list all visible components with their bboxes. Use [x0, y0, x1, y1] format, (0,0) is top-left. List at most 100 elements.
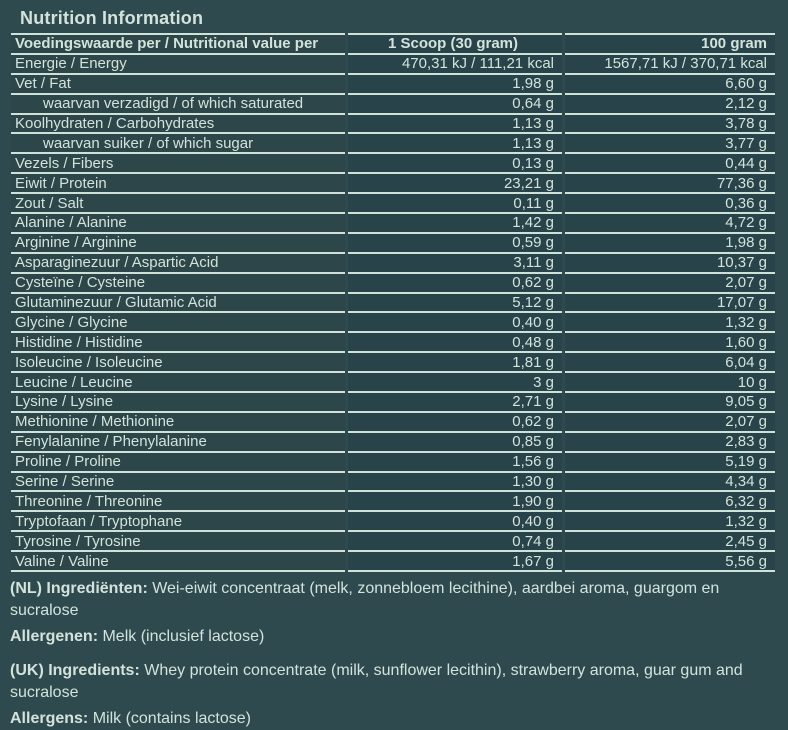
- table-row: Eiwit / Protein 23,21 g 77,36 g: [11, 174, 775, 195]
- label-footer: (NL) Ingrediënten: Wei-eiwit concentraat…: [10, 578, 780, 730]
- row-value-scoop: 0,85 g: [348, 432, 562, 453]
- row-value-scoop: 1,56 g: [348, 452, 562, 473]
- table-row: waarvan suiker / of which sugar 1,13 g 3,7…: [11, 134, 775, 155]
- row-label: Methionine / Methionine: [11, 412, 345, 433]
- row-label: waarvan verzadigd / of which saturated: [11, 94, 345, 115]
- row-value-100gram: 0,36 g: [565, 194, 775, 215]
- row-label: Tryptofaan / Tryptophane: [11, 512, 345, 533]
- row-value-100gram: 2,83 g: [565, 432, 775, 453]
- table-row: Glycine / Glycine 0,40 g 1,32 g: [11, 313, 775, 334]
- table-row: Lysine / Lysine 2,71 g 9,05 g: [11, 393, 775, 413]
- table-row: Serine / Serine 1,30 g 4,34 g: [11, 472, 775, 493]
- row-value-100gram: 1,32 g: [565, 313, 775, 334]
- page-title: Nutrition Information: [20, 8, 204, 28]
- nl-ingredients: (NL) Ingrediënten: Wei-eiwit concentraat…: [10, 578, 780, 622]
- row-label: Fenylalanine / Phenylalanine: [11, 432, 345, 453]
- row-value-scoop: 0,62 g: [348, 273, 562, 294]
- row-value-scoop: 1,90 g: [348, 492, 562, 513]
- uk-allergens: Allergens: Milk (contains lactose): [10, 708, 780, 730]
- row-value-scoop: 1,67 g: [348, 552, 562, 573]
- header-row: Voedingswaarde per / Nutritional value p…: [11, 33, 775, 55]
- table-row: Glutaminezuur / Glutamic Acid 5,12 g 17,07…: [11, 293, 775, 314]
- row-value-100gram: 2,07 g: [565, 412, 775, 433]
- row-value-scoop: 470,31 kJ / 111,21 kcal: [348, 54, 562, 75]
- table-row: Proline / Proline 1,56 g 5,19 g: [11, 452, 775, 473]
- row-label: Vet / Fat: [11, 74, 345, 95]
- uk-ingredients: (UK) Ingredients: Whey protein concentra…: [10, 660, 780, 704]
- row-value-100gram: 1567,71 kJ / 370,71 kcal: [565, 54, 775, 75]
- row-value-scoop: 1,13 g: [348, 134, 562, 155]
- row-value-100gram: 10 g: [565, 373, 775, 394]
- row-label: Asparaginezuur / Aspartic Acid: [11, 253, 345, 274]
- row-label: Serine / Serine: [11, 472, 345, 493]
- row-value-scoop: 1,30 g: [348, 472, 562, 493]
- table-row: Vezels / Fibers 0,13 g 0,44 g: [11, 154, 775, 175]
- row-value-100gram: 3,77 g: [565, 134, 775, 155]
- row-label: Energie / Energy: [11, 54, 345, 75]
- row-label: Eiwit / Protein: [11, 174, 345, 195]
- row-label: Zout / Salt: [11, 194, 345, 215]
- row-label: Tyrosine / Tyrosine: [11, 532, 345, 553]
- row-value-100gram: 77,36 g: [565, 174, 775, 195]
- table-row: Koolhydraten / Carbohydrates 1,13 g 3,78 g: [11, 114, 775, 135]
- row-label: Histidine / Histidine: [11, 333, 345, 354]
- row-value-100gram: 4,34 g: [565, 472, 775, 493]
- row-value-scoop: 0,11 g: [348, 194, 562, 215]
- row-label: Alanine / Alanine: [11, 214, 345, 234]
- row-value-100gram: 17,07 g: [565, 293, 775, 314]
- table-row: Tryptofaan / Tryptophane 0,40 g 1,32 g: [11, 512, 775, 533]
- table-row: Histidine / Histidine 0,48 g 1,60 g: [11, 333, 775, 354]
- table-row: Energie / Energy 470,31 kJ / 111,21 kcal 1…: [11, 54, 775, 75]
- row-value-100gram: 6,04 g: [565, 353, 775, 374]
- table-row: Tyrosine / Tyrosine 0,74 g 2,45 g: [11, 532, 775, 553]
- row-value-100gram: 10,37 g: [565, 253, 775, 274]
- row-label: Glycine / Glycine: [11, 313, 345, 334]
- nutrition-table-body: Energie / Energy 470,31 kJ / 111,21 kcal 1…: [11, 54, 775, 573]
- row-label: Glutaminezuur / Glutamic Acid: [11, 293, 345, 314]
- row-value-100gram: 2,45 g: [565, 532, 775, 553]
- row-value-scoop: 0,13 g: [348, 154, 562, 175]
- row-label: Valine / Valine: [11, 552, 345, 573]
- row-label: Leucine / Leucine: [11, 373, 345, 394]
- nutrition-table-header: Voedingswaarde per / Nutritional value p…: [11, 33, 775, 55]
- uk-allergens-text: Milk (contains lactose): [88, 710, 251, 728]
- nl-info-block: (NL) Ingrediënten: Wei-eiwit concentraat…: [10, 578, 780, 648]
- nl-allergens-text: Melk (inclusief lactose): [98, 628, 265, 646]
- row-value-100gram: 5,19 g: [565, 452, 775, 473]
- row-value-100gram: 0,44 g: [565, 154, 775, 175]
- table-row: Methionine / Methionine 0,62 g 2,07 g: [11, 412, 775, 433]
- row-label: Koolhydraten / Carbohydrates: [11, 114, 345, 135]
- table-row: waarvan verzadigd / of which saturated 0,…: [11, 94, 775, 115]
- header-scoop-column: 1 Scoop (30 gram): [348, 33, 562, 55]
- row-value-100gram: 1,32 g: [565, 512, 775, 533]
- table-row: Cysteïne / Cysteine 0,62 g 2,07 g: [11, 273, 775, 294]
- uk-allergens-label: Allergens:: [10, 710, 89, 728]
- row-label: Proline / Proline: [11, 452, 345, 473]
- header-100gram-column: 100 gram: [565, 33, 775, 55]
- table-row: Isoleucine / Isoleucine 1,81 g 6,04 g: [11, 353, 775, 374]
- row-value-100gram: 9,05 g: [565, 393, 775, 413]
- table-row: Asparaginezuur / Aspartic Acid 3,11 g 10,3…: [11, 253, 775, 274]
- row-label: waarvan suiker / of which sugar: [11, 134, 345, 155]
- row-value-100gram: 1,98 g: [565, 233, 775, 254]
- table-row: Zout / Salt 0,11 g 0,36 g: [11, 194, 775, 215]
- row-value-scoop: 0,40 g: [348, 512, 562, 533]
- row-value-scoop: 5,12 g: [348, 293, 562, 314]
- header-label: Voedingswaarde per / Nutritional value p…: [11, 33, 345, 55]
- row-value-scoop: 1,81 g: [348, 353, 562, 374]
- row-value-100gram: 3,78 g: [565, 114, 775, 135]
- row-value-scoop: 0,74 g: [348, 532, 562, 553]
- uk-ingredients-text: Whey protein concentrate (milk, sunflowe…: [10, 662, 743, 702]
- nl-ingredients-label: (NL) Ingrediënten:: [10, 580, 148, 598]
- row-label: Arginine / Arginine: [11, 233, 345, 254]
- nl-allergens-label: Allergenen:: [10, 628, 99, 646]
- table-row: Leucine / Leucine 3 g 10 g: [11, 373, 775, 394]
- row-value-scoop: 2,71 g: [348, 393, 562, 413]
- row-value-100gram: 6,32 g: [565, 492, 775, 513]
- row-value-scoop: 1,13 g: [348, 114, 562, 135]
- row-value-scoop: 0,48 g: [348, 333, 562, 354]
- row-value-scoop: 0,40 g: [348, 313, 562, 334]
- uk-ingredients-label: (UK) Ingredients:: [10, 662, 140, 680]
- row-value-100gram: 1,60 g: [565, 333, 775, 354]
